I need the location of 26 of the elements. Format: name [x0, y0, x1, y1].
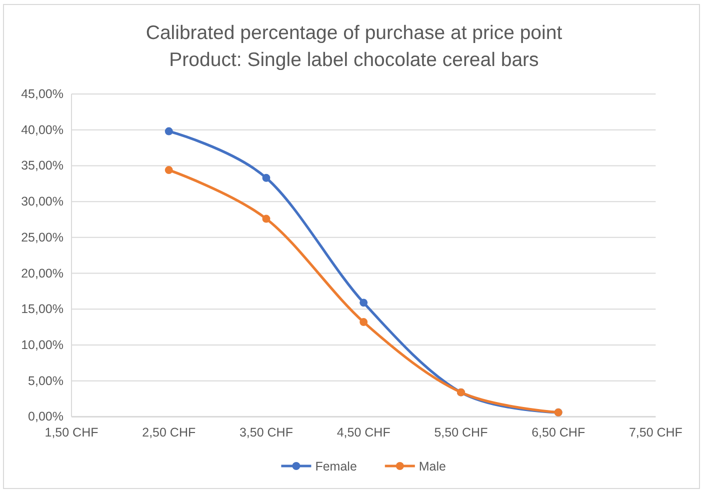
y-tick-label: 35,00%: [21, 158, 64, 173]
point: [360, 318, 368, 326]
chart-title: Calibrated percentage of purchase at price point Product: Single label chocolate cereal bars: [146, 22, 563, 71]
y-tick-label: 25,00%: [21, 230, 64, 244]
y-tick-label: 0,00%: [28, 410, 64, 424]
x-tick-label: 3,50 CHF: [239, 426, 294, 440]
y-tick-label: 15,00%: [21, 302, 64, 316]
point: [262, 214, 270, 223]
x-tick-label: 4,50 CHF: [336, 426, 391, 440]
point: [164, 166, 173, 174]
y-tick-label: 40,00%: [21, 122, 64, 137]
x-tick-label: 5,50 CHF: [434, 426, 488, 440]
y-tick-label: 45,00%: [21, 87, 64, 101]
x-tick-label: 6,50 CHF: [532, 426, 586, 440]
point: [164, 127, 173, 136]
point: [262, 174, 270, 182]
x-tick-label: 2,50 CHF: [142, 426, 196, 440]
x-tick-label: 7,50 CHF: [628, 426, 683, 440]
legend-label: Female: [315, 460, 357, 474]
y-tick-label: 30,00%: [21, 194, 64, 209]
legend-label: Male: [418, 460, 446, 474]
y-tick-label: 10,00%: [21, 338, 64, 352]
y-tick-label: 5,00%: [28, 374, 64, 388]
point: [360, 298, 368, 307]
x-tick-label: 1,50 CHF: [44, 426, 99, 440]
y-tick-label: 20,00%: [21, 266, 64, 280]
